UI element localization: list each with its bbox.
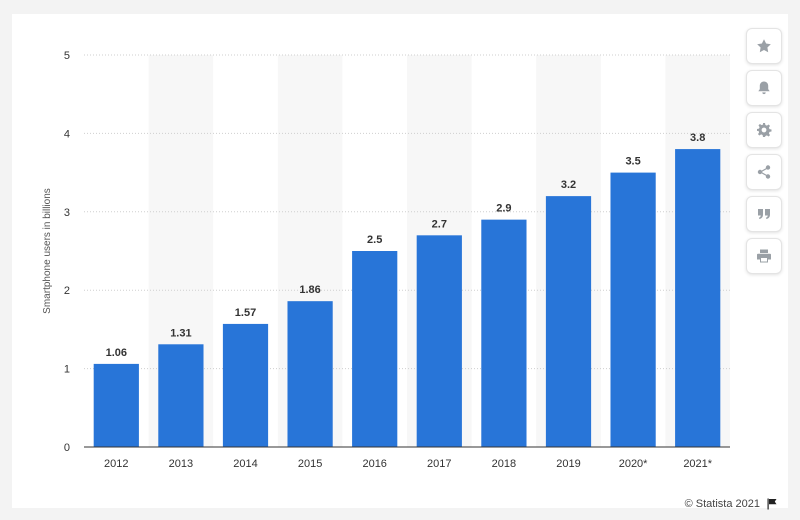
gear-icon — [757, 123, 772, 137]
data-label: 2.9 — [496, 203, 511, 215]
data-label: 3.8 — [690, 132, 705, 144]
y-tick-label: 0 — [64, 442, 70, 454]
bar[interactable] — [93, 363, 139, 447]
favorite-button[interactable] — [746, 28, 782, 64]
y-axis-title: Smartphone users in billions — [42, 188, 53, 314]
x-tick-label: 2018 — [492, 458, 516, 470]
data-label: 1.86 — [299, 284, 320, 296]
x-tick-label: 2017 — [427, 458, 451, 470]
bar[interactable] — [675, 149, 721, 447]
star-icon — [757, 39, 771, 53]
toolbar — [746, 28, 782, 274]
bar[interactable] — [158, 344, 204, 447]
data-label: 2.7 — [432, 218, 447, 230]
bar[interactable] — [416, 235, 462, 447]
x-tick-label: 2020* — [619, 458, 648, 470]
bar-chart: 0 1 2 3 4 5 1.06 1.31 1.57 1.86 2.5 2.7 2.9 3.2 3.5 3.… — [42, 50, 730, 470]
data-label: 1.06 — [106, 347, 127, 359]
x-tick-label: 2012 — [104, 458, 128, 470]
bar[interactable] — [481, 219, 527, 447]
y-tick-label: 4 — [64, 128, 70, 140]
statista-credit[interactable]: © Statista 2021 — [685, 498, 778, 510]
share-button[interactable] — [746, 154, 782, 190]
bar[interactable] — [222, 323, 269, 447]
y-tick-label: 1 — [64, 364, 70, 376]
data-label: 3.2 — [561, 179, 576, 191]
data-label: 3.5 — [625, 156, 640, 168]
chart-card: 0 1 2 3 4 5 1.06 1.31 1.57 1.86 2.5 2.7 2.9 3.2 3.5 3.… — [12, 14, 788, 508]
y-tick-label: 2 — [64, 285, 70, 297]
data-label: 1.31 — [170, 327, 191, 339]
bell-icon — [758, 81, 770, 95]
share-icon — [757, 165, 771, 179]
bar[interactable] — [287, 301, 333, 447]
x-tick-label: 2021* — [683, 458, 712, 470]
x-tick-label: 2014 — [233, 458, 257, 470]
bar[interactable] — [545, 196, 592, 447]
print-button[interactable] — [746, 238, 782, 274]
quote-icon — [758, 209, 770, 219]
bar[interactable] — [352, 251, 398, 447]
cite-button[interactable] — [746, 196, 782, 232]
y-tick-label: 3 — [64, 207, 70, 219]
x-tick-label: 2015 — [298, 458, 322, 470]
credit-text: © Statista 2021 — [684, 498, 760, 510]
x-tick-label: 2013 — [169, 458, 193, 470]
x-tick-label: 2019 — [556, 458, 580, 470]
settings-button[interactable] — [746, 112, 782, 148]
data-label: 2.5 — [367, 234, 382, 246]
bar[interactable] — [610, 172, 656, 447]
notification-button[interactable] — [746, 70, 782, 106]
y-tick-label: 5 — [64, 50, 70, 62]
data-label: 1.57 — [235, 307, 256, 319]
x-tick-label: 2016 — [362, 458, 386, 470]
flag-icon — [767, 498, 777, 510]
print-icon — [757, 249, 771, 263]
